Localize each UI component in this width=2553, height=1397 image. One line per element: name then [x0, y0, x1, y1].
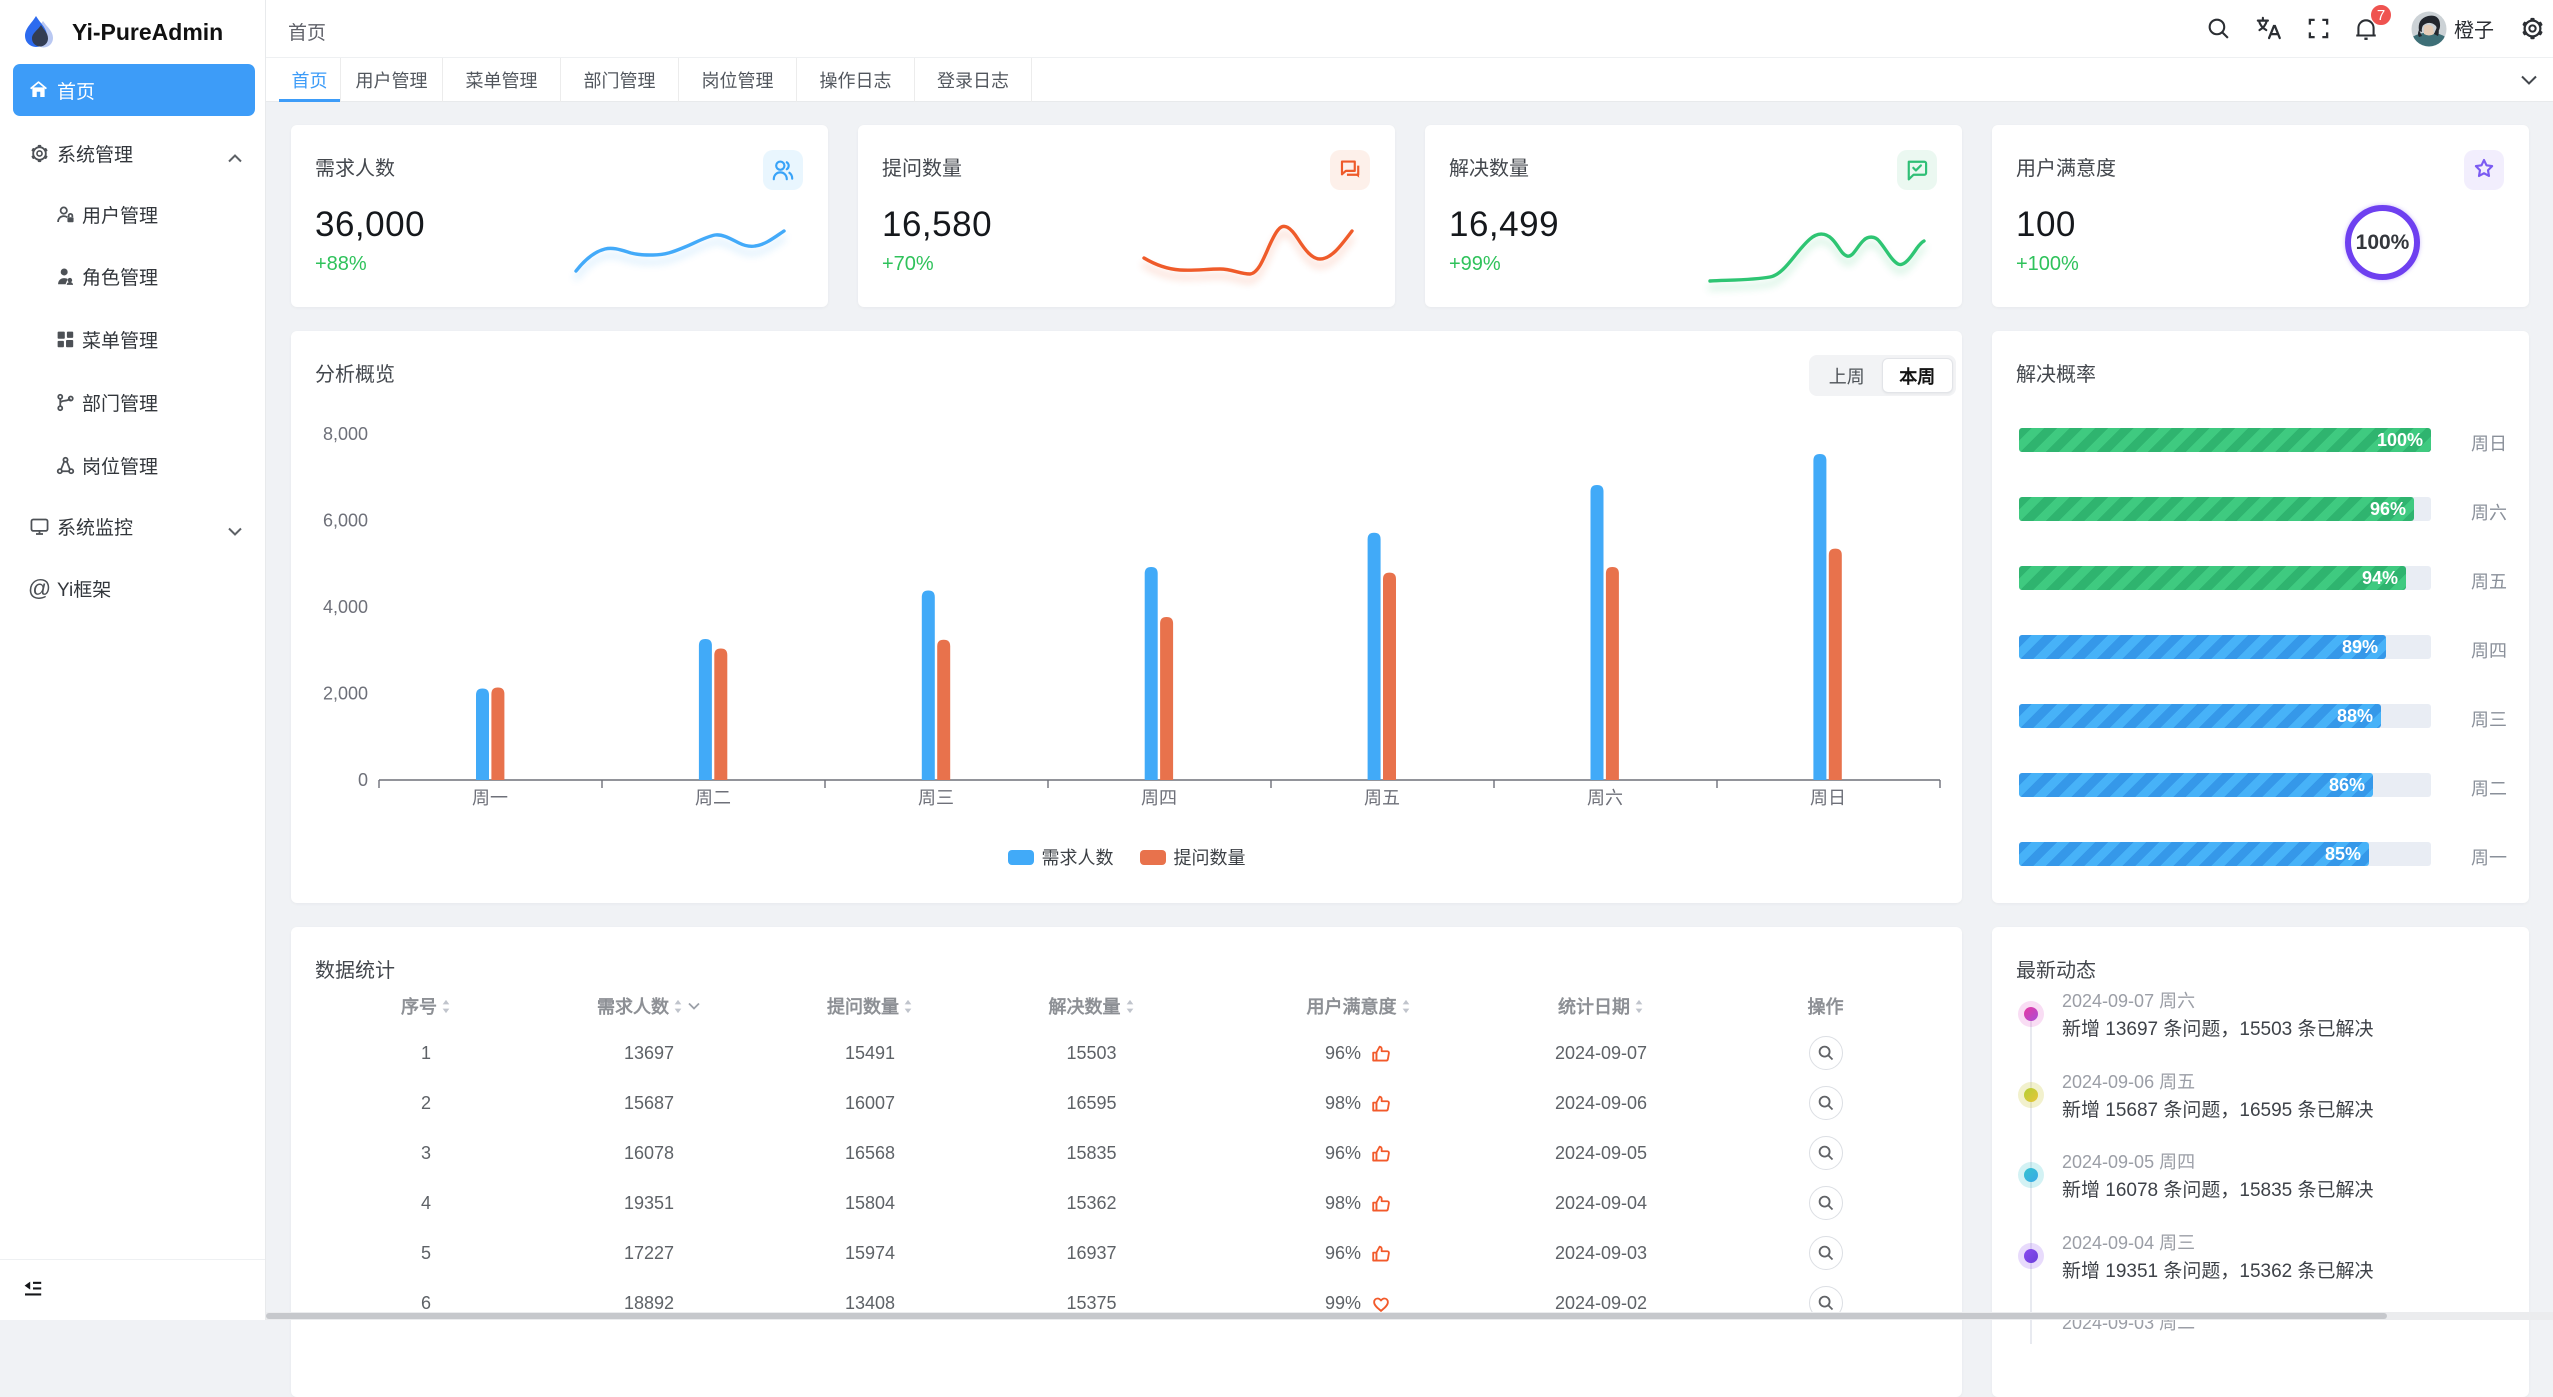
svg-text:2,000: 2,000 — [323, 684, 368, 704]
svg-text:周四: 周四 — [1141, 788, 1177, 808]
svg-text:周三: 周三 — [918, 788, 954, 808]
svg-text:周六: 周六 — [1587, 788, 1623, 808]
svg-text:周日: 周日 — [1810, 788, 1846, 808]
svg-text:8,000: 8,000 — [323, 424, 368, 444]
svg-text:6,000: 6,000 — [323, 511, 368, 531]
svg-text:周五: 周五 — [1364, 788, 1400, 808]
svg-text:4,000: 4,000 — [323, 597, 368, 617]
svg-text:周二: 周二 — [695, 788, 731, 808]
svg-text:0: 0 — [358, 770, 368, 790]
svg-text:周一: 周一 — [472, 788, 508, 808]
